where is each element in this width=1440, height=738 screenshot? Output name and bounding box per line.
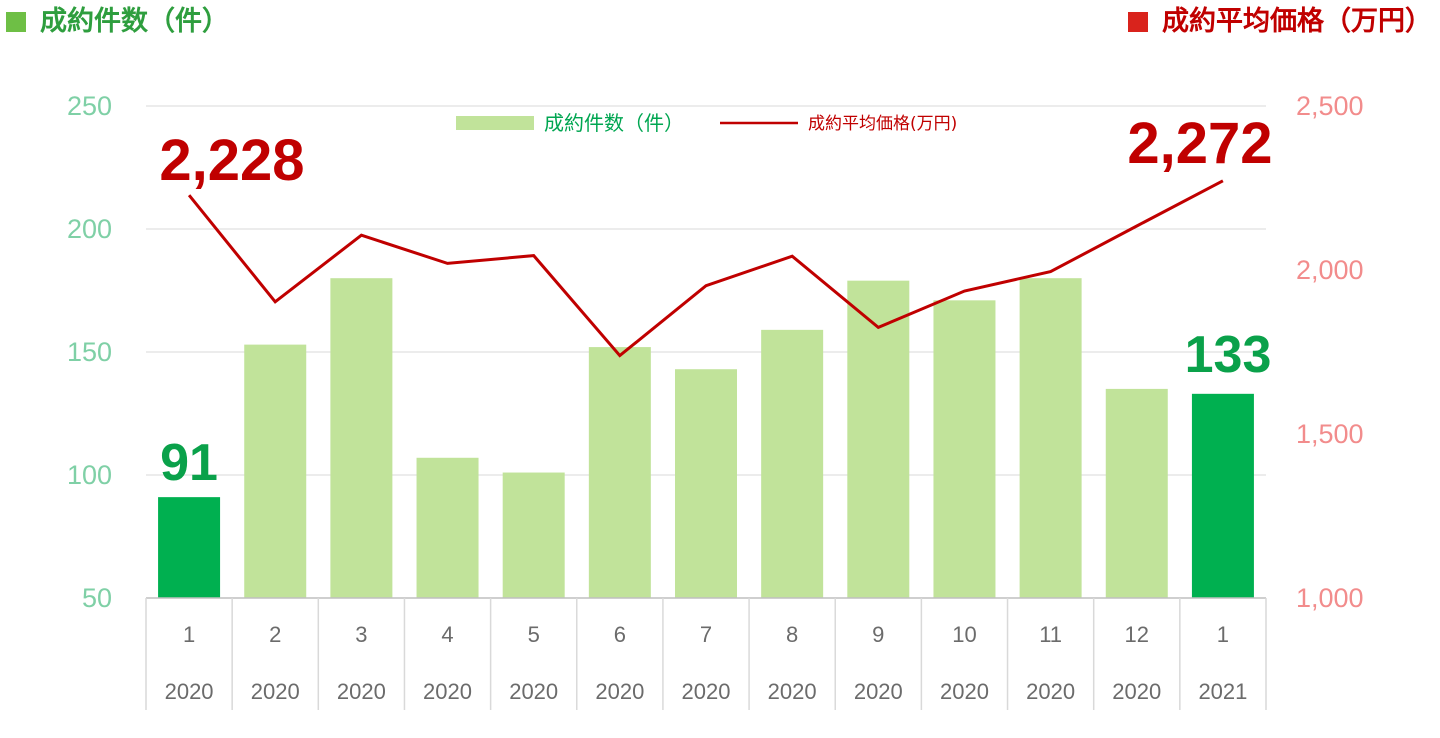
bar [588, 347, 651, 598]
year-label: 2020 [768, 679, 817, 704]
year-label: 2020 [509, 679, 558, 704]
month-label: 2 [269, 622, 281, 647]
bar [1019, 278, 1082, 598]
left-axis-tick-label: 100 [67, 460, 112, 490]
red-square-icon [1128, 12, 1148, 32]
year-label: 2020 [940, 679, 989, 704]
first-price-annotation: 2,228 [159, 128, 304, 193]
year-label: 2020 [165, 679, 214, 704]
bar [675, 369, 737, 598]
right-axis-tick-label: 1,000 [1296, 583, 1364, 613]
right-axis-tick-label: 2,500 [1296, 91, 1364, 121]
legend-line-label: 成約平均価格(万円) [808, 114, 957, 134]
year-label: 2021 [1198, 679, 1247, 704]
last-count-annotation: 133 [1185, 326, 1272, 384]
left-axis-tick-label: 50 [82, 583, 112, 613]
month-label: 1 [183, 622, 195, 647]
year-label: 2020 [1026, 679, 1075, 704]
left-axis-header: 成約件数（件） [6, 0, 229, 44]
month-label: 1 [1217, 622, 1229, 647]
bar [158, 497, 221, 598]
left-axis-tick-label: 150 [67, 337, 112, 367]
month-label: 11 [1039, 622, 1062, 647]
left-axis-header-text: 成約件数（件） [40, 6, 229, 37]
month-label: 10 [952, 622, 976, 647]
year-label: 2020 [1112, 679, 1161, 704]
bar [1191, 393, 1254, 598]
month-label: 3 [355, 622, 367, 647]
month-label: 7 [700, 622, 712, 647]
bar [1105, 388, 1168, 598]
right-axis-header-text: 成約平均価格（万円） [1162, 6, 1432, 37]
year-label: 2020 [423, 679, 472, 704]
bar [933, 300, 996, 598]
year-label: 2020 [682, 679, 731, 704]
legend-bar-label: 成約件数（件） [544, 111, 684, 135]
legend-bar-swatch [456, 116, 534, 130]
first-count-annotation: 91 [160, 434, 218, 492]
right-axis-header: 成約平均価格（万円） [1128, 0, 1432, 44]
green-square-icon [6, 12, 26, 32]
month-label: 9 [872, 622, 884, 647]
year-label: 2020 [854, 679, 903, 704]
month-label: 5 [528, 622, 540, 647]
year-label: 2020 [251, 679, 300, 704]
right-axis-tick-label: 1,500 [1296, 419, 1364, 449]
month-label: 6 [614, 622, 626, 647]
month-label: 8 [786, 622, 798, 647]
bar [330, 278, 393, 598]
last-price-annotation: 2,272 [1127, 111, 1272, 176]
right-axis-tick-label: 2,000 [1296, 255, 1364, 285]
left-axis-tick-label: 250 [67, 91, 112, 121]
bar [502, 472, 565, 598]
bar [847, 280, 910, 598]
bar [244, 344, 307, 598]
left-axis-tick-label: 200 [67, 214, 112, 244]
bar [761, 329, 824, 598]
year-label: 2020 [337, 679, 386, 704]
year-label: 2020 [595, 679, 644, 704]
month-label: 12 [1125, 622, 1149, 647]
bar [416, 457, 479, 598]
month-label: 4 [441, 622, 453, 647]
